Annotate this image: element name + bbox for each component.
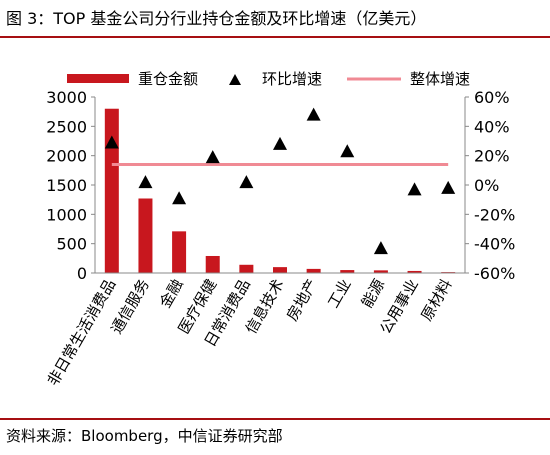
x-tick-label: 非日常生活消费品: [44, 276, 120, 389]
marker-通信服务: [138, 175, 153, 189]
y-left-tick-label: 1500: [46, 176, 87, 195]
y-right-tick-label: 0%: [474, 176, 499, 195]
legend-label-line: 整体增速: [410, 70, 470, 88]
bar-series: [104, 108, 456, 273]
y-left-tick-label: 500: [56, 235, 87, 254]
y-right-tick-label: -40%: [474, 235, 515, 254]
legend-swatch-bar: [67, 74, 129, 83]
y-right-tick-label: 60%: [474, 88, 510, 107]
bar-能源: [373, 270, 388, 273]
x-tick-label: 能源: [358, 276, 389, 311]
source-note: 资料来源：Bloomberg，中信证券研究部: [6, 427, 283, 445]
y-right-tick-label: -20%: [474, 205, 515, 224]
y-left-tick-label: 2500: [46, 117, 87, 136]
source-rule: [0, 418, 550, 420]
legend-swatch-marker: [229, 74, 241, 85]
legend-label-marker: 环比增速: [262, 70, 322, 88]
y-right-tick-label: 40%: [474, 117, 510, 136]
bar-非日常生活消费品: [104, 108, 119, 273]
legend-label-bar: 重仓金额: [138, 70, 198, 88]
bar-日常消费品: [239, 264, 254, 273]
marker-日常消费品: [239, 175, 254, 189]
combo-chart: 重仓金额 环比增速 整体增速 0 500 1000 1500 2000 2500 3000 -6…: [44, 70, 516, 389]
marker-能源: [373, 241, 388, 255]
marker-原材料: [441, 180, 456, 194]
marker-房地产: [306, 107, 321, 121]
bar-通信服务: [138, 198, 153, 273]
marker-公用事业: [407, 182, 422, 196]
bar-房地产: [306, 268, 321, 273]
marker-医疗保健: [205, 150, 220, 164]
title-rule: [0, 36, 550, 38]
chart-legend: 重仓金额 环比增速 整体增速: [67, 70, 470, 88]
marker-金融: [172, 191, 187, 205]
x-tick-label: 原材料: [418, 276, 456, 324]
y-axis-right: -60% -40% -20% 0% 20% 40% 60%: [464, 88, 515, 283]
bar-信息技术: [273, 267, 287, 273]
marker-非日常生活消费品: [104, 135, 119, 149]
x-tick-label: 工业: [324, 276, 355, 311]
y-right-tick-label: 20%: [474, 147, 510, 166]
x-tick-label: 房地产: [283, 276, 321, 324]
y-left-tick-label: 0: [77, 264, 87, 283]
y-axis-left: 0 500 1000 1500 2000 2500 3000: [46, 88, 96, 283]
marker-series: [104, 107, 456, 255]
marker-工业: [340, 144, 355, 158]
y-left-tick-label: 2000: [46, 147, 87, 166]
y-left-tick-label: 3000: [46, 88, 87, 107]
x-tick-label: 金融: [156, 276, 187, 311]
bar-工业: [340, 270, 355, 273]
bar-金融: [172, 231, 187, 273]
figure-title: 图 3：TOP 基金公司分行业持仓金额及环比增速（亿美元）: [6, 9, 427, 28]
marker-信息技术: [273, 136, 287, 150]
bar-公用事业: [407, 270, 422, 273]
bar-医疗保健: [205, 255, 220, 273]
y-left-tick-label: 1000: [46, 205, 87, 224]
y-right-tick-label: -60%: [474, 264, 515, 283]
